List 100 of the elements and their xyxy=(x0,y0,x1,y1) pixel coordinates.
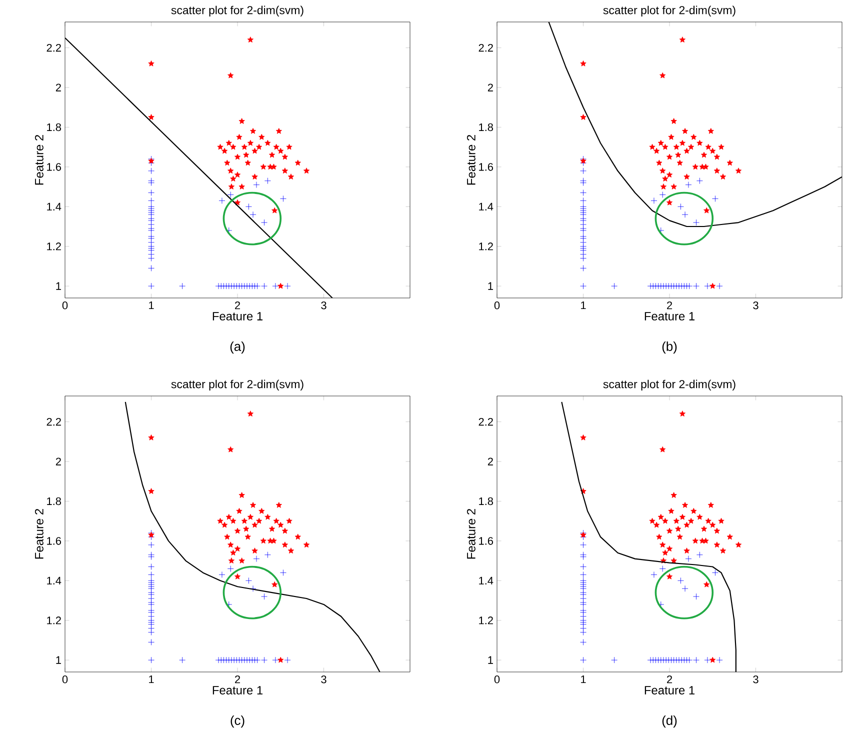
point xyxy=(272,581,278,588)
point xyxy=(662,656,670,664)
point xyxy=(684,548,690,554)
point xyxy=(678,656,685,664)
point xyxy=(580,607,586,614)
point xyxy=(580,225,586,232)
point xyxy=(720,174,726,180)
point xyxy=(686,282,693,290)
point xyxy=(236,508,242,514)
point xyxy=(241,144,248,150)
point xyxy=(284,282,291,290)
point xyxy=(580,625,586,632)
point xyxy=(704,282,711,290)
y-tick-label: 2.2 xyxy=(46,44,61,52)
point xyxy=(656,160,662,166)
point xyxy=(260,538,266,544)
y-tick-label: 1.6 xyxy=(47,163,62,171)
point xyxy=(273,144,280,150)
point xyxy=(685,182,692,188)
point xyxy=(179,282,186,290)
y-tick-label: 1 xyxy=(488,656,493,664)
point xyxy=(264,178,271,184)
point xyxy=(280,570,286,576)
point xyxy=(679,140,686,146)
point xyxy=(714,154,720,160)
x-tick-label: 1 xyxy=(149,302,154,310)
point xyxy=(690,134,697,140)
point xyxy=(148,589,154,596)
point xyxy=(226,140,232,146)
point xyxy=(682,585,688,592)
point xyxy=(668,508,674,514)
point xyxy=(580,554,586,560)
point xyxy=(148,255,154,262)
y-axis-title: Feature 2 xyxy=(466,135,476,185)
point xyxy=(230,550,236,556)
y-tick-label: 2 xyxy=(56,458,61,466)
point xyxy=(659,192,666,198)
point xyxy=(655,656,662,664)
point xyxy=(611,282,618,290)
point xyxy=(712,196,718,202)
point xyxy=(650,282,656,290)
point xyxy=(676,160,683,166)
point xyxy=(682,128,688,134)
point xyxy=(580,247,586,254)
y-tick-label: 1.4 xyxy=(47,576,62,584)
x-tick-label: 3 xyxy=(321,302,326,310)
point xyxy=(650,571,658,578)
point xyxy=(580,613,586,620)
point xyxy=(247,140,254,146)
point xyxy=(294,534,301,540)
point xyxy=(650,197,658,204)
point xyxy=(580,197,586,204)
point xyxy=(580,542,586,548)
point xyxy=(288,548,294,554)
point xyxy=(720,548,726,554)
point xyxy=(666,546,673,552)
point xyxy=(705,144,712,150)
point xyxy=(652,656,659,664)
text: (d) xyxy=(662,716,677,728)
point xyxy=(684,174,690,180)
point xyxy=(684,282,690,290)
point xyxy=(735,168,742,174)
point xyxy=(662,518,668,524)
point xyxy=(220,282,227,290)
x-tick-label: 2 xyxy=(235,302,240,310)
point xyxy=(261,282,268,290)
point xyxy=(244,160,251,166)
point xyxy=(714,528,720,534)
y-tick-label: 1.6 xyxy=(479,163,494,171)
point xyxy=(226,514,232,520)
point xyxy=(280,196,286,202)
point xyxy=(670,184,677,190)
point xyxy=(665,282,672,290)
point xyxy=(148,583,154,590)
point xyxy=(649,518,656,524)
point xyxy=(148,579,154,586)
point xyxy=(660,282,667,290)
point xyxy=(148,239,154,246)
point xyxy=(580,60,586,66)
point xyxy=(218,571,226,578)
point xyxy=(692,538,698,544)
x-tick-label: 2 xyxy=(667,676,672,684)
point xyxy=(228,446,234,452)
point xyxy=(690,508,697,514)
point xyxy=(580,434,586,440)
point xyxy=(712,570,718,576)
x-tick-label: 0 xyxy=(494,302,500,310)
point xyxy=(700,526,708,532)
point xyxy=(670,492,677,498)
point xyxy=(238,558,245,564)
point xyxy=(688,518,694,524)
point xyxy=(662,176,668,182)
point xyxy=(264,514,271,520)
point xyxy=(228,184,235,190)
point xyxy=(684,148,690,154)
point xyxy=(660,184,667,190)
point xyxy=(693,656,700,664)
point xyxy=(224,160,230,166)
text: (a) xyxy=(230,341,245,354)
x-tick-label: 3 xyxy=(753,302,758,310)
